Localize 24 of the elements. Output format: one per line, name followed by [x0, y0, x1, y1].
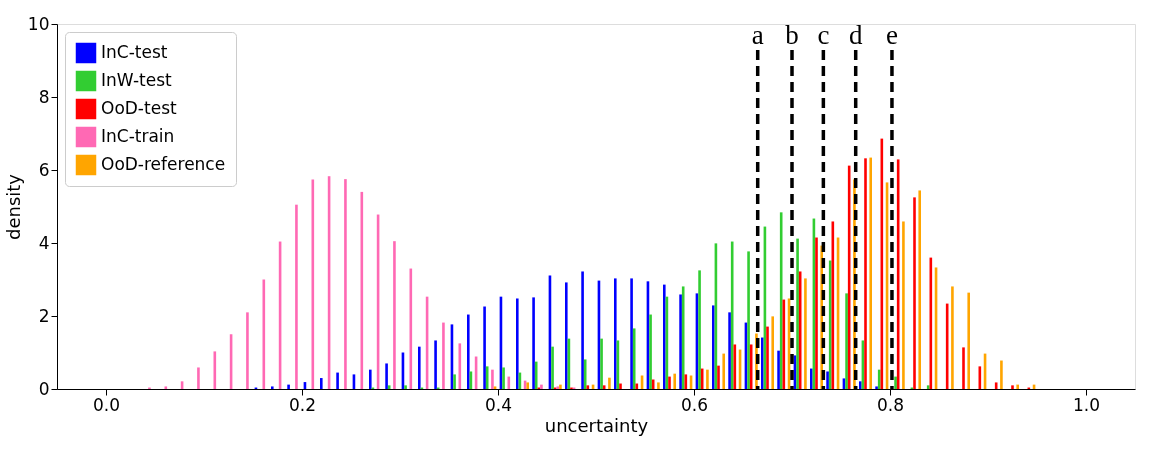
x-tick-label: 0.2	[288, 394, 317, 415]
legend-label: OoD-test	[101, 98, 177, 118]
ref-line-label: b	[785, 20, 799, 50]
y-tick-label: 8	[38, 86, 50, 107]
ref-line-label: d	[848, 20, 863, 50]
y-axis-title: density	[2, 173, 24, 240]
y-tick-label: 2	[38, 305, 50, 326]
x-tick-label: 0.0	[92, 394, 121, 415]
x-axis-title: uncertainty	[544, 414, 649, 436]
legend-label: OoD-reference	[101, 154, 226, 174]
x-tick-label: 1.0	[1072, 394, 1101, 415]
x-tick-label: 0.6	[680, 394, 709, 415]
x-tick-label: 0.8	[876, 394, 905, 415]
y-tick-label: 4	[38, 232, 50, 253]
ref-line-label: a	[751, 20, 764, 50]
ref-line-label: c	[817, 20, 830, 50]
legend-label: InW-test	[101, 70, 173, 90]
y-tick-label: 10	[27, 13, 50, 34]
legend-label: InC-test	[101, 42, 168, 62]
legend-label: InC-train	[101, 126, 175, 146]
ref-line-label: e	[885, 20, 898, 50]
x-tick-label: 0.4	[484, 394, 513, 415]
y-tick-label: 0	[38, 378, 50, 399]
y-tick-label: 6	[38, 159, 50, 180]
